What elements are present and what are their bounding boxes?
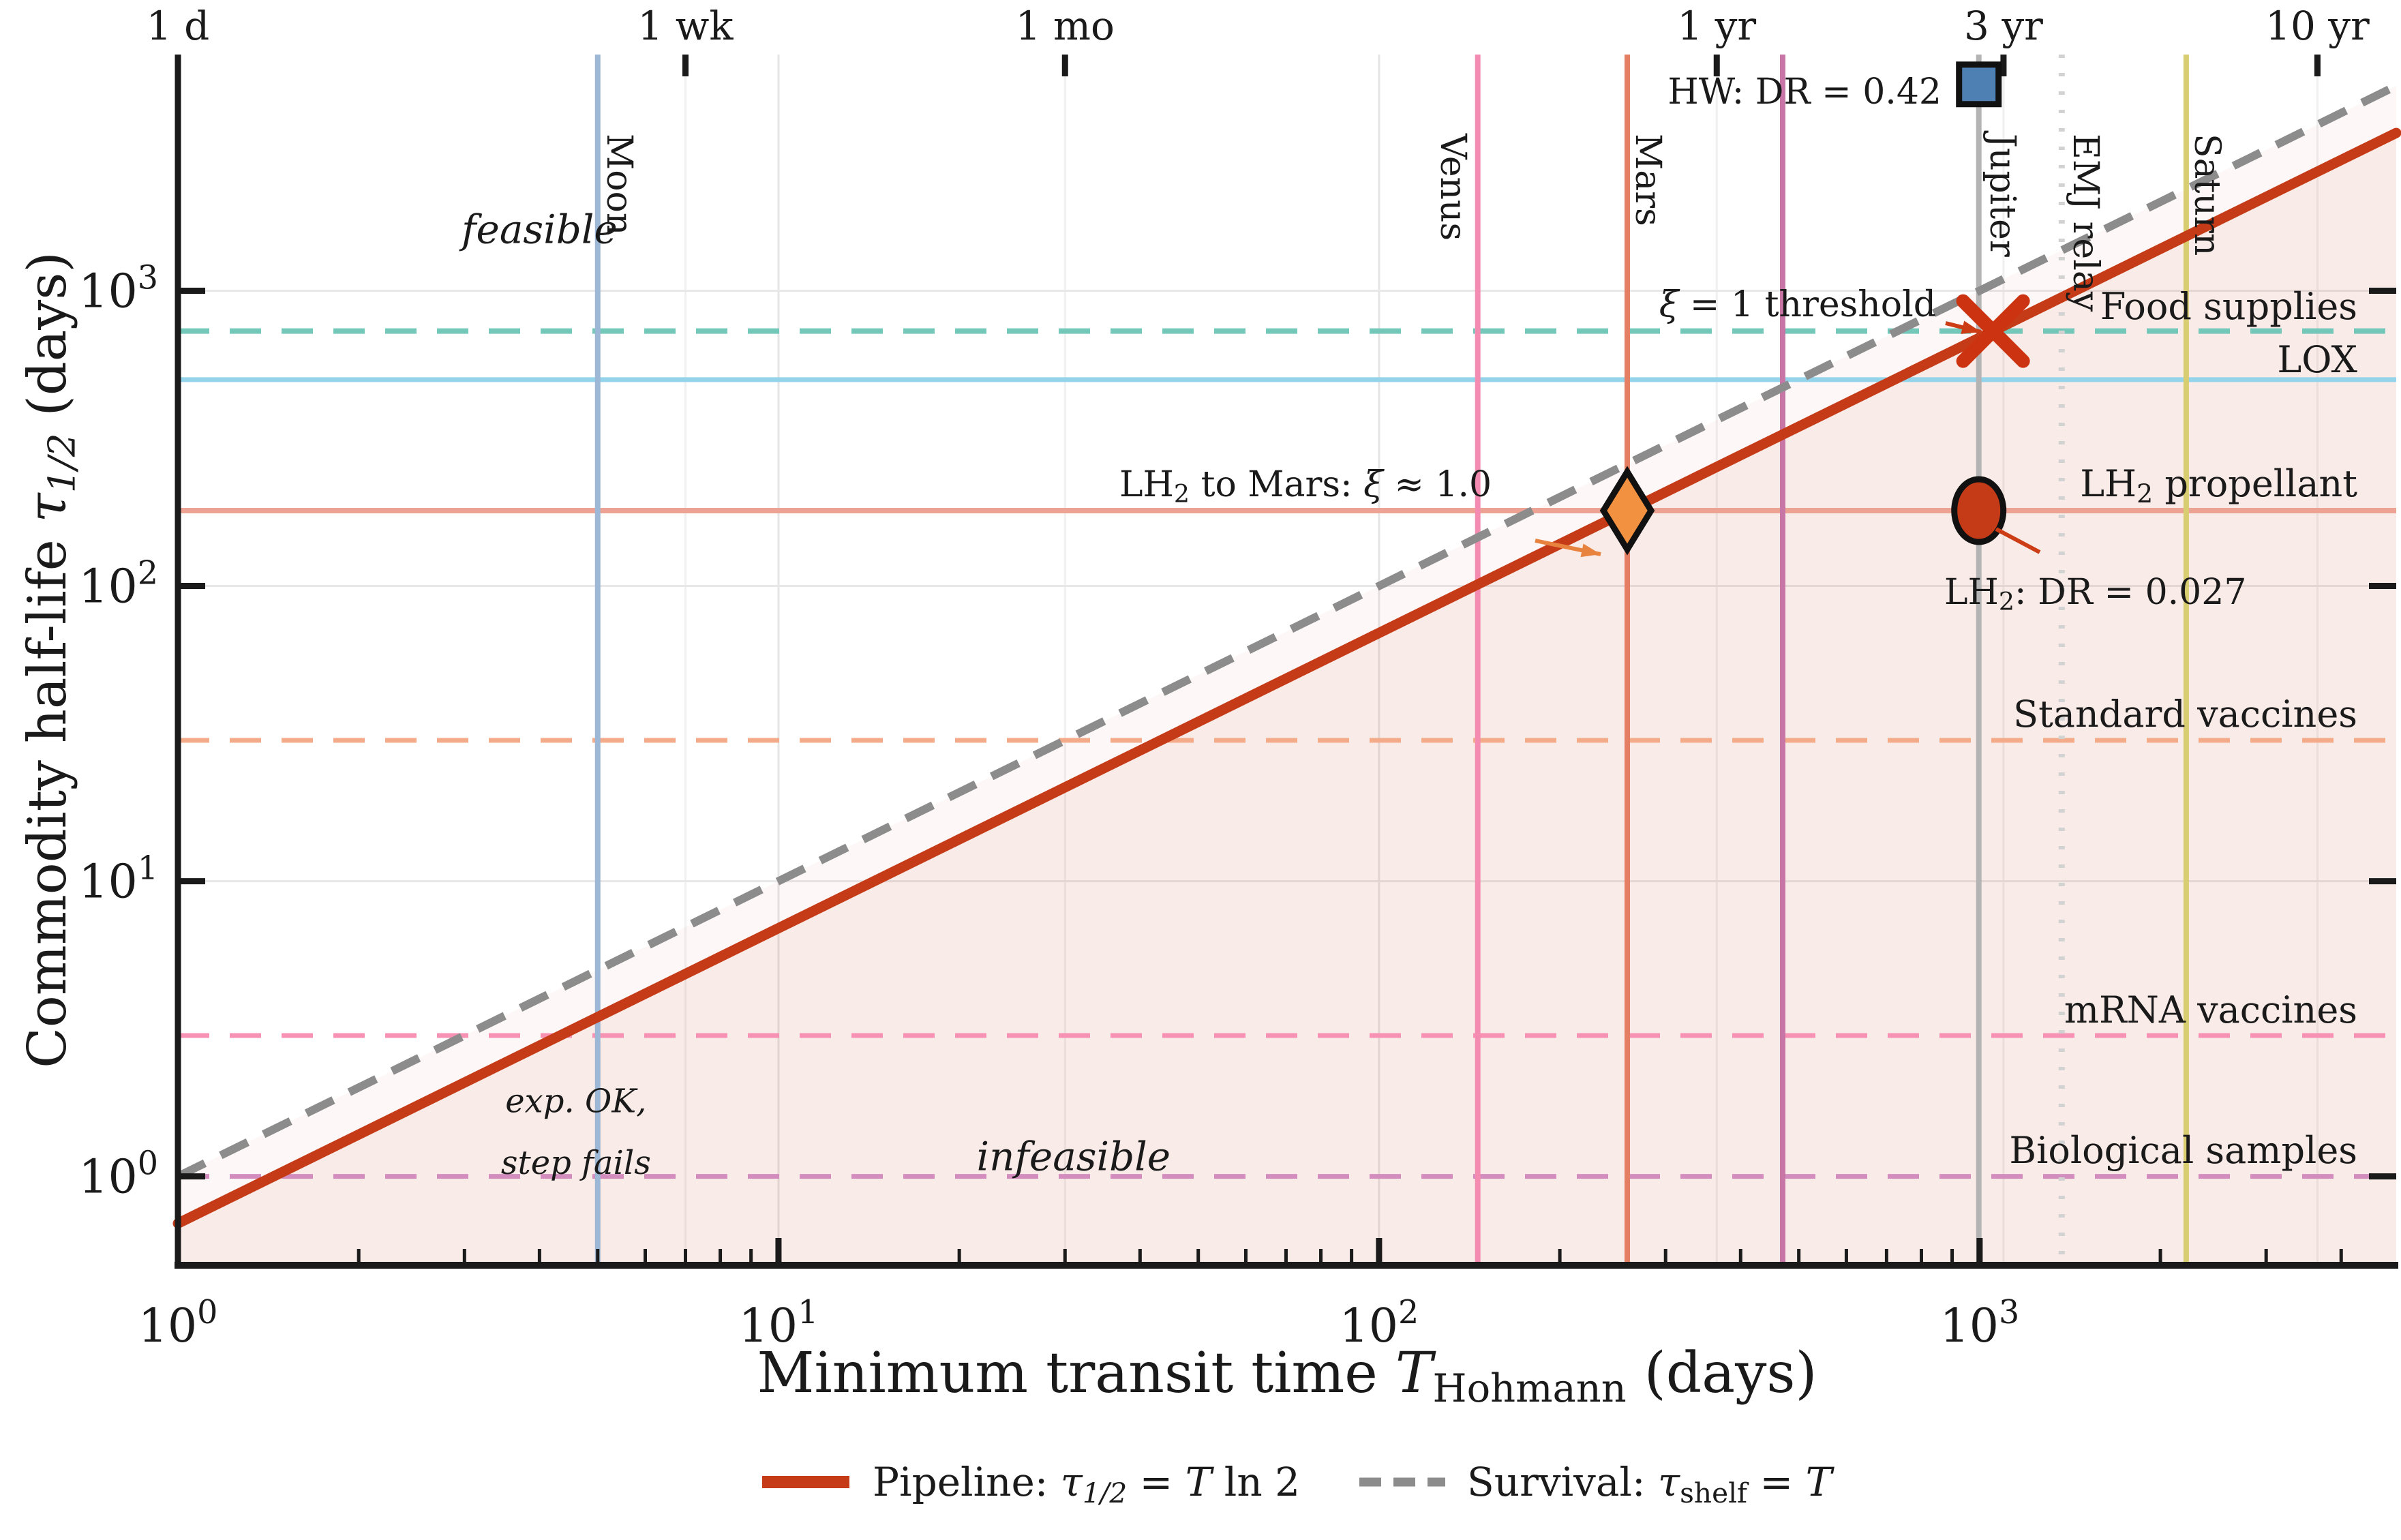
hline-label-mrna-vaccines: mRNA vaccines — [2064, 988, 2357, 1031]
x-axis-title: Minimum transit time THohmann (days) — [757, 1341, 1817, 1411]
annotation-lh2-dr: LH2: DR = 0.027 — [1944, 572, 2246, 616]
commodity-labels: Food supplies LOX LH2 propellant Standard v… — [2009, 285, 2357, 1172]
vline-label-emj-relay: EMJ relay — [2065, 134, 2106, 312]
legend-pipeline-label: Pipeline: τ1/2 = T ln 2 — [873, 1459, 1300, 1509]
y-tick-label: 102 — [78, 554, 158, 614]
x-tick-label: 100 — [138, 1294, 218, 1353]
legend: Pipeline: τ1/2 = T ln 2 Survival: τshelf … — [762, 1459, 1835, 1509]
top-tick-label-1-yr: 1 yr — [1677, 3, 1756, 49]
infeasible-region-fill — [178, 132, 2396, 1265]
label-exp-ok-2: step fails — [501, 1144, 651, 1182]
vline-label-moon: Moon — [599, 134, 639, 235]
annotation-xi-threshold: ξ = 1 threshold — [1659, 284, 1936, 325]
axes: 100 101 102 103 100 101 102 103 1 d 1 wk 1 mo 1 yr 3… — [78, 3, 2398, 1353]
y-tick-label: 101 — [78, 849, 158, 909]
y-tick-label: 100 — [78, 1145, 158, 1204]
hline-label-food-supplies: Food supplies — [2100, 285, 2357, 328]
annotation-hw: HW: DR = 0.42 — [1667, 72, 1942, 112]
planet-labels: Moon Venus Mars Jupiter EMJ relay Saturn — [599, 130, 2227, 312]
x-tick-label: 102 — [1339, 1294, 1419, 1353]
annotation-xi-threshold-leader-head — [1961, 320, 1981, 334]
top-tick-label-1-mo: 1 mo — [1016, 3, 1115, 49]
hline-label-lox: LOX — [2277, 338, 2357, 381]
top-tick-label-1-d: 1 d — [147, 3, 209, 49]
hline-label-lh2-propellant: LH2 propellant — [2080, 462, 2357, 509]
marginal-band-fill — [178, 86, 2396, 1224]
planet-lines — [594, 55, 2189, 1265]
zone-labels: feasible infeasible exp. OK, step fails — [459, 207, 1171, 1182]
hline-label-standard-vaccines: Standard vaccines — [2013, 693, 2357, 736]
annotation-lh2-mars: LH2 to Mars: ξ ≈ 1.0 — [1119, 464, 1492, 509]
top-tick-label-3-yr: 3 yr — [1964, 3, 2043, 49]
vline-label-mars: Mars — [1627, 134, 1668, 226]
top-tick-label-1-wk: 1 wk — [637, 3, 734, 49]
marker-xi-threshold-x — [1956, 294, 2030, 368]
label-infeasible: infeasible — [977, 1133, 1171, 1179]
y-tick-label: 103 — [78, 259, 158, 318]
vline-label-venus: Venus — [1432, 133, 1473, 241]
pipeline-line — [172, 127, 2401, 1229]
vline-label-saturn: Saturn — [2186, 134, 2227, 256]
label-exp-ok-1: exp. OK, — [505, 1082, 646, 1120]
x-tick-label: 103 — [1939, 1294, 2019, 1353]
vline-label-jupiter: Jupiter — [1982, 130, 2023, 257]
series — [172, 82, 2401, 1229]
marker-lh2-mars-diamond — [1599, 466, 1655, 556]
x-tick-label: 101 — [739, 1294, 819, 1353]
survival-line — [176, 82, 2398, 1181]
y-axis-title: Commodity half-life τ1/2 (days) — [17, 252, 83, 1068]
marker-lh2-dr-circle — [1951, 476, 2007, 545]
top-tick-label-10-yr: 10 yr — [2265, 3, 2370, 49]
annotations: HW: DR = 0.42 ξ = 1 threshold LH2 to Mars:… — [1119, 72, 2246, 616]
label-feasible: feasible — [459, 207, 618, 253]
markers — [1599, 61, 2030, 556]
annotation-lh2-dr-leader — [1995, 527, 2041, 554]
regions — [178, 86, 2396, 1265]
legend-survival-label: Survival: τshelf = T — [1467, 1459, 1835, 1509]
marker-hw-square — [1956, 61, 2002, 108]
hline-label-biological-samples: Biological samples — [2009, 1129, 2357, 1172]
annotation-lh2-mars-leader-head — [1580, 543, 1601, 558]
commodity-lines — [178, 328, 2396, 1179]
